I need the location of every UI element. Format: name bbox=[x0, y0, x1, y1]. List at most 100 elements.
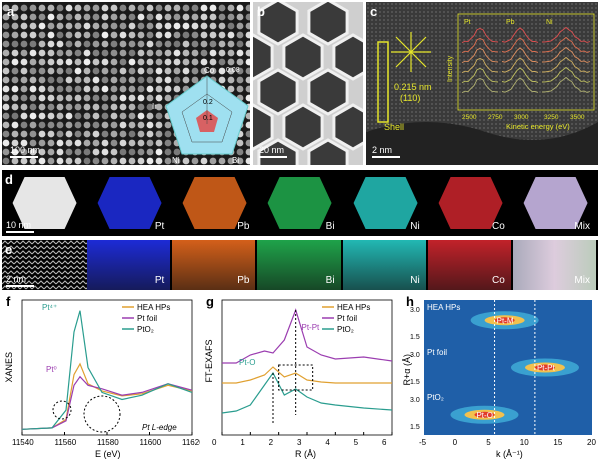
nanoparticle bbox=[182, 13, 190, 21]
x-axis-label: k (Å⁻¹) bbox=[496, 449, 523, 459]
eds-map-pt: Pt bbox=[87, 240, 171, 290]
nanoparticle bbox=[173, 31, 181, 39]
pt4-annotation: Pt⁴⁺ bbox=[42, 303, 57, 312]
nanoparticle bbox=[56, 103, 64, 111]
nanoparticle bbox=[47, 112, 55, 120]
nanoparticle bbox=[65, 13, 73, 21]
legend-entry: PtO₂ bbox=[137, 325, 154, 334]
nanoparticle bbox=[74, 139, 82, 147]
nanoparticle bbox=[92, 112, 100, 120]
nanoparticle bbox=[29, 157, 37, 165]
y-axis-label: XANES bbox=[4, 352, 14, 383]
nanoparticle bbox=[47, 85, 55, 93]
nanoparticle bbox=[209, 22, 217, 30]
nanoparticle bbox=[83, 121, 91, 129]
nanoparticle bbox=[245, 148, 250, 156]
nanoparticle bbox=[20, 40, 28, 48]
nanoparticle bbox=[245, 22, 250, 30]
pt-o-annotation: Pt-O bbox=[239, 358, 255, 367]
nanoparticle bbox=[11, 121, 19, 129]
nanoparticle bbox=[227, 76, 235, 84]
nanoparticle bbox=[164, 13, 172, 21]
haadf-tile bbox=[2, 170, 86, 236]
nanoparticle bbox=[101, 94, 109, 102]
nanoparticle bbox=[173, 157, 181, 165]
nanoparticle bbox=[209, 40, 217, 48]
nanoparticle bbox=[227, 85, 235, 93]
nanoparticle bbox=[227, 13, 235, 21]
nanoparticle bbox=[38, 22, 46, 30]
nanoparticle bbox=[11, 85, 19, 93]
nanoparticle bbox=[47, 130, 55, 138]
nanoparticle bbox=[155, 58, 163, 66]
y-tick-label: 3.0 bbox=[410, 352, 420, 359]
nanoparticle bbox=[29, 130, 37, 138]
series-line bbox=[222, 308, 393, 364]
nanoparticle bbox=[218, 58, 226, 66]
nanoparticle bbox=[47, 13, 55, 21]
nanoparticle bbox=[200, 40, 208, 48]
nanoparticle bbox=[182, 31, 190, 39]
nanoparticle bbox=[38, 13, 46, 21]
nanoparticle bbox=[128, 139, 136, 147]
nanoparticle bbox=[83, 76, 91, 84]
auger-spectrum bbox=[501, 37, 539, 53]
nanoparticle bbox=[236, 139, 244, 147]
panel-h-wavelet: HEA HPs Pt-M 3.0 1.5 Pt foil Pt-Pt 3.0 1.5 PtO₂ P… bbox=[402, 292, 598, 465]
nanoparticle bbox=[245, 85, 250, 93]
nanoparticle bbox=[137, 13, 145, 21]
nanoparticle bbox=[83, 112, 91, 120]
scale-bar-b: 20 nm bbox=[259, 145, 288, 158]
nanoparticle bbox=[245, 76, 250, 84]
nanoparticle bbox=[119, 4, 127, 12]
nanoparticle bbox=[110, 148, 118, 156]
nanoparticle bbox=[137, 94, 145, 102]
panel-label-c: c bbox=[370, 4, 378, 19]
nanoparticle bbox=[119, 49, 127, 57]
nanoparticle bbox=[164, 40, 172, 48]
nanoparticle bbox=[83, 85, 91, 93]
nanoparticle bbox=[191, 49, 199, 57]
nanoparticle bbox=[182, 40, 190, 48]
nanoparticle bbox=[101, 85, 109, 93]
nanoparticle bbox=[29, 76, 37, 84]
nanoparticle bbox=[227, 31, 235, 39]
nanoparticle bbox=[218, 76, 226, 84]
element-label: Mix bbox=[574, 221, 590, 232]
nanoparticle bbox=[56, 13, 64, 21]
x-tick-label: 2 bbox=[269, 438, 274, 447]
nanoparticle bbox=[119, 139, 127, 147]
nanoparticle bbox=[11, 139, 19, 147]
nanoparticle bbox=[56, 67, 64, 75]
nanoparticle bbox=[11, 112, 19, 120]
element-label: Pb bbox=[237, 275, 250, 286]
nanoparticle bbox=[83, 139, 91, 147]
nanoparticle bbox=[38, 76, 46, 84]
nanoparticle bbox=[2, 139, 10, 147]
x-tick-label: 11580 bbox=[97, 438, 119, 447]
nanoparticle bbox=[2, 148, 10, 156]
nanoparticle bbox=[92, 139, 100, 147]
x-axis-label: R (Å) bbox=[295, 449, 316, 459]
nanoparticle bbox=[47, 76, 55, 84]
nanoparticle bbox=[110, 139, 118, 147]
nanoparticle bbox=[65, 67, 73, 75]
nanoparticle bbox=[92, 130, 100, 138]
element-label: Mix bbox=[574, 275, 590, 286]
nanoparticle bbox=[11, 58, 19, 66]
nanoparticle bbox=[119, 130, 127, 138]
nanoparticle bbox=[236, 40, 244, 48]
auger-spectrum bbox=[501, 77, 539, 93]
nanoparticle bbox=[38, 58, 46, 66]
nanoparticle bbox=[146, 121, 154, 129]
nanoparticle bbox=[119, 40, 127, 48]
nanoparticle bbox=[146, 49, 154, 57]
nanoparticle bbox=[119, 85, 127, 93]
auger-spectrum bbox=[541, 26, 591, 43]
hexagon-particle bbox=[332, 33, 363, 81]
series-line bbox=[221, 371, 393, 414]
nanoparticle bbox=[65, 22, 73, 30]
nanoparticle bbox=[236, 4, 244, 12]
nanoparticle bbox=[65, 139, 73, 147]
radar-chart: Co Pb Bi Ni Ir 0.2 0.1 0.08 bbox=[152, 66, 249, 164]
